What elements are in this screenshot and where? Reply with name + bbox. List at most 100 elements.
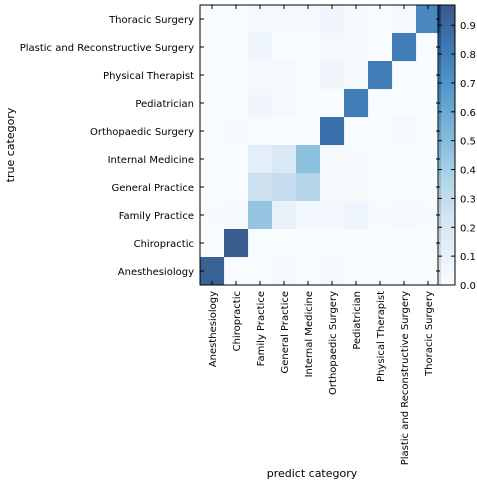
- heatmap-cell: [224, 173, 249, 202]
- y-tick-label: Thoracic Surgery: [108, 15, 194, 26]
- colorbar-tick-label: 0.4: [460, 166, 476, 177]
- heatmap-cell: [368, 33, 393, 62]
- heatmap-cell: [392, 117, 417, 146]
- heatmap-cell: [368, 89, 393, 118]
- heatmap-cell: [296, 117, 321, 146]
- heatmap-cell: [272, 173, 297, 202]
- y-tick-label: Physical Therapist: [103, 71, 194, 82]
- heatmap-cell: [296, 145, 321, 174]
- heatmap-cell: [248, 89, 273, 118]
- heatmap-cell: [296, 257, 321, 286]
- heatmap-cell: [296, 201, 321, 230]
- heatmap-cell: [392, 33, 417, 62]
- heatmap-cell: [320, 229, 345, 258]
- heatmap-cell: [344, 33, 369, 62]
- heatmap-cell: [368, 201, 393, 230]
- colorbar-tick-label: 0.3: [460, 194, 476, 205]
- heatmap-cell: [224, 89, 249, 118]
- x-tick-label: General Practice: [280, 291, 291, 374]
- heatmap-cell: [200, 145, 225, 174]
- heatmap-cell: [368, 257, 393, 286]
- heatmap-cell: [320, 61, 345, 90]
- heatmap-cell: [272, 33, 297, 62]
- heatmap-cell: [224, 145, 249, 174]
- heatmap-cell: [320, 89, 345, 118]
- x-tick-label: Family Practice: [256, 291, 267, 366]
- heatmap-cell: [272, 145, 297, 174]
- heatmap-cell: [392, 89, 417, 118]
- heatmap-cell: [248, 117, 273, 146]
- heatmap-cell: [368, 145, 393, 174]
- heatmap-cell: [200, 229, 225, 258]
- colorbar-tick-label: 0.8: [460, 50, 476, 61]
- heatmap-cell: [320, 173, 345, 202]
- heatmap-cell: [320, 257, 345, 286]
- heatmap-cell: [200, 61, 225, 90]
- x-tick-labels: Anesthesiology Chiropractic Family Practic…: [208, 291, 435, 465]
- heatmap-cell: [344, 89, 369, 118]
- heatmap-cell: [200, 33, 225, 62]
- heatmap-cell: [248, 257, 273, 286]
- heatmap-cell: [248, 173, 273, 202]
- heatmap-cell: [272, 257, 297, 286]
- heatmap-cell: [296, 33, 321, 62]
- heatmap-cell: [320, 201, 345, 230]
- heatmap-cell: [296, 89, 321, 118]
- heatmap-cell: [296, 5, 321, 34]
- heatmap-cell: [224, 33, 249, 62]
- heatmap-cell: [200, 173, 225, 202]
- y-axis-label: true category: [4, 107, 17, 182]
- colorbar-tick-label: 0.7: [460, 79, 476, 90]
- heatmap-cell: [344, 229, 369, 258]
- x-tick-label: Internal Medicine: [304, 291, 315, 377]
- heatmap-cell: [248, 61, 273, 90]
- heatmap-cell: [248, 229, 273, 258]
- heatmap-cell: [272, 229, 297, 258]
- heatmap-cell: [392, 5, 417, 34]
- heatmap-cell: [320, 33, 345, 62]
- y-tick-label: Internal Medicine: [108, 155, 194, 166]
- heatmap-cell: [344, 201, 369, 230]
- x-tick-label: Pediatrician: [352, 291, 363, 350]
- heatmap-cell: [272, 201, 297, 230]
- heatmap-cell: [368, 61, 393, 90]
- heatmap-cell: [248, 33, 273, 62]
- heatmap-cell: [296, 61, 321, 90]
- y-tick-label: Pediatrician: [135, 99, 194, 110]
- heatmap-cell: [392, 229, 417, 258]
- y-tick-label: Orthopaedic Surgery: [90, 127, 194, 138]
- colorbar-tick-label: 0.6: [460, 108, 476, 119]
- heatmap-cell: [368, 173, 393, 202]
- heatmap-cell: [200, 201, 225, 230]
- heatmap-cell: [344, 173, 369, 202]
- colorbar-tick-label: 0.0: [460, 281, 476, 292]
- heatmap-cell: [320, 117, 345, 146]
- heatmap-cell: [368, 5, 393, 34]
- heatmap-cell: [272, 61, 297, 90]
- heatmap-cell: [224, 5, 249, 34]
- x-tick-label: Orthopaedic Surgery: [328, 291, 339, 395]
- heatmap-cell: [224, 61, 249, 90]
- heatmap-cell: [248, 201, 273, 230]
- heatmap-cell: [296, 229, 321, 258]
- heatmap-cell: [368, 229, 393, 258]
- x-axis-label: predict category: [267, 467, 358, 480]
- heatmap-cell: [392, 173, 417, 202]
- heatmap-cell: [224, 229, 249, 258]
- colorbar-tick-label: 0.9: [460, 21, 476, 32]
- heatmap-cell: [224, 257, 249, 286]
- y-tick-label: Plastic and Reconstructive Surgery: [20, 43, 194, 54]
- colorbar-tick-label: 0.5: [460, 137, 476, 148]
- axis-ticks: [200, 5, 440, 285]
- heatmap-cell: [392, 201, 417, 230]
- heatmap-cell: [248, 5, 273, 34]
- heatmap-cell: [200, 5, 225, 34]
- y-tick-labels: Thoracic Surgery Plastic and Reconstructi…: [20, 15, 194, 278]
- colorbar: 0.0 0.1 0.2 0.3 0.4 0.5 0.6 0.7 0.8 0.9: [437, 4, 476, 292]
- heatmap-cell: [368, 117, 393, 146]
- heatmap-cell: [224, 117, 249, 146]
- colorbar-tick-label: 0.2: [460, 223, 476, 234]
- heatmap-cell: [392, 145, 417, 174]
- x-tick-label: Anesthesiology: [208, 291, 219, 367]
